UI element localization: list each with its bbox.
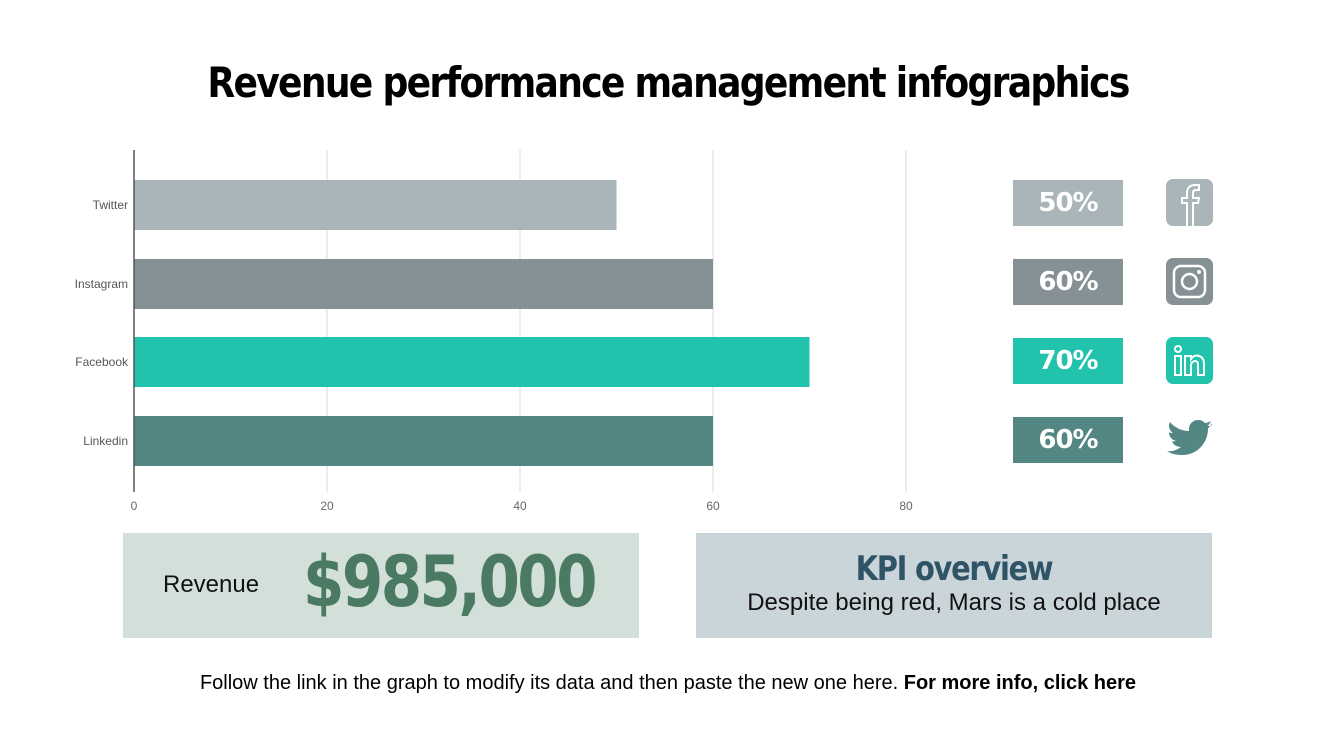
x-tick-label: 60 [706, 499, 720, 513]
bar-twitter [134, 180, 617, 230]
footer-note: Follow the link in the graph to modify i… [0, 672, 1336, 695]
bar-linkedin [134, 416, 713, 466]
revenue-label: Revenue [163, 571, 260, 598]
more-info-link[interactable]: For more info, click here [903, 672, 1137, 694]
percent-label-1: 50% [1013, 180, 1123, 226]
revenue-value: $985,000 [303, 541, 598, 623]
x-tick-label: 20 [320, 499, 334, 513]
y-tick-label: Facebook [75, 355, 129, 369]
linkedin-icon [1166, 337, 1213, 384]
twitter-icon [1167, 420, 1212, 455]
bar-chart: 0 20 40 60 80 Twitter Instagram Facebook Linkedi… [75, 150, 913, 513]
y-tick-label: Twitter [93, 198, 128, 212]
y-tick-label: Instagram [75, 277, 128, 291]
x-tick-label: 0 [131, 499, 138, 513]
facebook-icon [1166, 179, 1213, 226]
percent-label-2: 60% [1013, 259, 1123, 305]
y-tick-label: Linkedin [83, 434, 128, 448]
x-tick-label: 80 [899, 499, 913, 513]
kpi-text: Despite being red, Mars is a cold place [747, 589, 1161, 616]
percent-label-3: 70% [1013, 338, 1123, 384]
bar-facebook [134, 337, 810, 387]
kpi-title: KPI overview [855, 549, 1054, 589]
percent-label-4: 60% [1013, 417, 1123, 463]
bar-instagram [134, 259, 713, 309]
page-title: Revenue performance management infograph… [207, 58, 1130, 107]
x-tick-label: 40 [513, 499, 527, 513]
kpi-box: KPI overview Despite being red, Mars is … [696, 533, 1212, 638]
instagram-icon [1166, 258, 1213, 305]
footer-text: Follow the link in the graph to modify i… [199, 672, 904, 694]
revenue-box: Revenue $985,000 [123, 533, 639, 638]
